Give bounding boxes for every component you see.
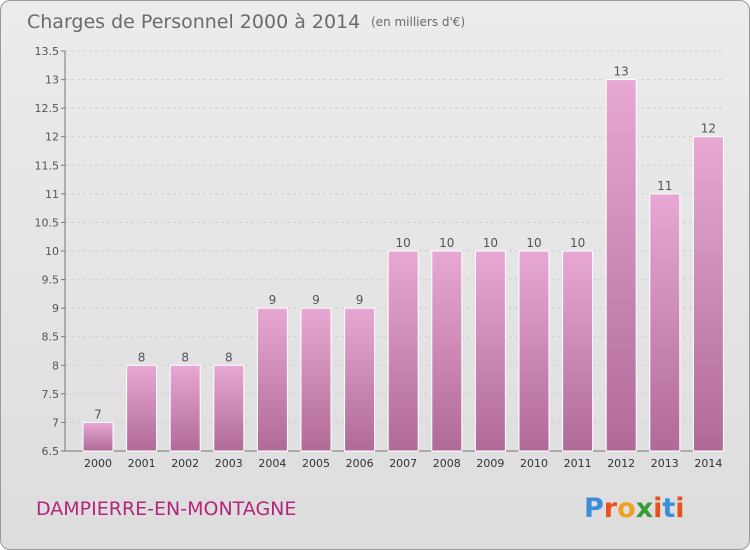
value-label: 9 [356, 293, 364, 307]
bar-2000 [82, 421, 114, 452]
bars [82, 79, 724, 452]
value-label: 8 [181, 350, 189, 364]
value-label: 12 [701, 122, 716, 136]
chart-subtitle: (en milliers d'€) [371, 15, 465, 29]
x-tick-label: 2005 [302, 457, 330, 470]
proxiti-logo[interactable]: Proxiti [584, 493, 685, 524]
value-label: 11 [657, 179, 672, 193]
y-tick-label: 13.5 [35, 45, 60, 58]
value-label: 10 [570, 236, 585, 250]
value-label: 10 [396, 236, 411, 250]
y-tick-label: 7 [52, 416, 59, 429]
x-tick-label: 2003 [215, 457, 243, 470]
y-tick-label: 12 [45, 131, 59, 144]
bar-2004 [256, 307, 288, 452]
logo-letter: r [604, 493, 618, 524]
y-tick-label: 10.5 [35, 216, 60, 229]
value-label: 8 [138, 350, 146, 364]
y-tick-label: 11.5 [35, 159, 60, 172]
bar-2010 [518, 250, 550, 452]
value-label: 10 [526, 236, 541, 250]
bar-2011 [562, 250, 594, 452]
bar-2012 [605, 79, 637, 452]
value-label: 10 [439, 236, 454, 250]
x-tick-labels: 2000 2001 2002 2003 2004 2005 2006 2007 2008 2009… [84, 457, 722, 470]
commune-name: DAMPIERRE-EN-MONTAGNE [36, 498, 296, 520]
y-tick-label: 10 [45, 245, 59, 258]
y-tick-labels: 6.5 7 7.5 8 8.5 9 9.5 10 10.5 11 11.5 12 12.5 13 13.5 [35, 45, 65, 458]
bar-2007 [387, 250, 419, 452]
y-tick-label: 9 [52, 302, 59, 315]
logo-letter: t [662, 493, 675, 524]
y-tick-label: 12.5 [35, 102, 60, 115]
x-tick-label: 2006 [346, 457, 374, 470]
x-tick-label: 2007 [389, 457, 417, 470]
logo-letter: x [636, 493, 653, 524]
x-tick-label: 2012 [607, 457, 635, 470]
x-tick-label: 2014 [694, 457, 722, 470]
value-label: 8 [225, 350, 233, 364]
value-labels: 7 8 8 8 9 9 9 10 10 10 10 10 13 11 12 [94, 65, 716, 422]
bar-2003 [213, 364, 245, 452]
x-tick-label: 2000 [84, 457, 112, 470]
value-label: 10 [483, 236, 498, 250]
x-tick-label: 2010 [520, 457, 548, 470]
y-tick-label: 6.5 [42, 445, 60, 458]
value-label: 9 [269, 293, 277, 307]
value-label: 7 [94, 407, 102, 421]
y-tick-label: 8 [52, 359, 59, 372]
x-tick-label: 2002 [171, 457, 199, 470]
x-tick-label: 2009 [476, 457, 504, 470]
x-tick-label: 2004 [258, 457, 286, 470]
y-tick-label: 11 [45, 188, 59, 201]
bar-2008 [431, 250, 463, 452]
bar-2005 [300, 307, 332, 452]
bar-2006 [344, 307, 376, 452]
bar-2002 [169, 364, 201, 452]
x-tick-label: 2011 [564, 457, 592, 470]
logo-letter: P [584, 493, 604, 524]
logo-letter: o [617, 493, 636, 524]
logo-letter: i [653, 493, 662, 524]
bar-2001 [126, 364, 158, 452]
chart-title: Charges de Personnel 2000 à 2014 [27, 11, 360, 33]
y-tick-label: 8.5 [42, 331, 60, 344]
y-tick-label: 7.5 [42, 388, 60, 401]
y-tick-label: 9.5 [42, 274, 60, 287]
x-tick-label: 2013 [651, 457, 679, 470]
value-label: 9 [312, 293, 320, 307]
bar-2009 [474, 250, 506, 452]
bar-2014 [692, 136, 724, 452]
bar-2013 [649, 193, 681, 452]
x-tick-label: 2008 [433, 457, 461, 470]
value-label: 13 [614, 65, 629, 79]
logo-letter: i [675, 493, 684, 524]
y-tick-label: 13 [45, 74, 59, 87]
x-tick-label: 2001 [128, 457, 156, 470]
